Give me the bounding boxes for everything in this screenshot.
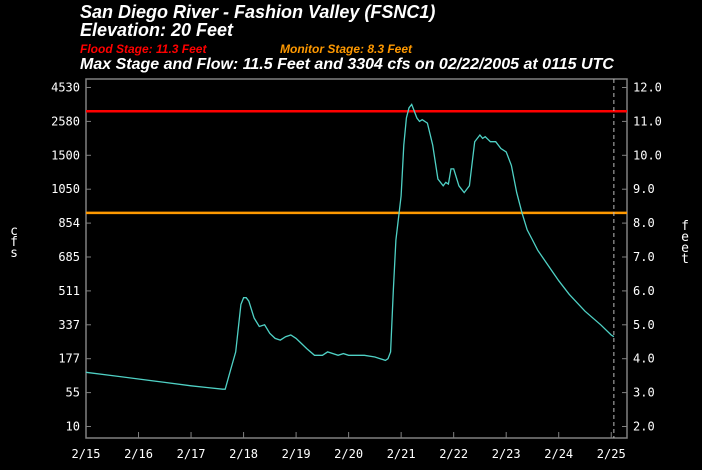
y-left-tick-label: 55 — [66, 386, 80, 400]
y-left-tick-label: 1500 — [51, 148, 80, 162]
y-left-tick-label: 1050 — [51, 182, 80, 196]
x-tick-label: 2/18 — [229, 447, 258, 461]
y-right-tick-label: 5.0 — [633, 318, 655, 332]
x-tick-label: 2/21 — [387, 447, 416, 461]
x-tick-label: 2/20 — [334, 447, 363, 461]
stage-series-line — [85, 103, 615, 390]
y-right-tick-label: 2.0 — [633, 420, 655, 434]
x-tick-label: 2/16 — [124, 447, 153, 461]
y-right-tick-label: 9.0 — [633, 182, 655, 196]
y-right-tick-label: 4.0 — [633, 352, 655, 366]
y-right-tick-label: 12.0 — [633, 81, 662, 95]
y-left-tick-label: 511 — [58, 284, 80, 298]
x-tick-label: 2/19 — [282, 447, 311, 461]
y-left-tick-label: 2580 — [51, 114, 80, 128]
monitor-stage-label: Monitor Stage: 8.3 Feet — [280, 42, 413, 56]
x-tick-label: 2/24 — [544, 447, 573, 461]
x-tick-label: 2/23 — [492, 447, 521, 461]
x-tick-label: 2/15 — [72, 447, 101, 461]
y-left-tick-label: 685 — [58, 250, 80, 264]
x-tick-label: 2/25 — [597, 447, 626, 461]
y-right-tick-label: 11.0 — [633, 114, 662, 128]
plot-frame — [85, 78, 628, 439]
y-right-tick-label: 3.0 — [633, 386, 655, 400]
flood-stage-label: Flood Stage: 11.3 Feet — [80, 42, 207, 56]
y-left-tick-label: 4530 — [51, 81, 80, 95]
y-left-tick-label: 854 — [58, 216, 80, 230]
y-left-tick-label: 10 — [66, 420, 80, 434]
elevation-label: Elevation: 20 Feet — [80, 20, 234, 40]
y-right-tick-label: 8.0 — [633, 216, 655, 230]
y-right-tick-label: 6.0 — [633, 284, 655, 298]
y-left-tick-label: 177 — [58, 352, 80, 366]
x-tick-label: 2/17 — [177, 447, 206, 461]
max-stage-label: Max Stage and Flow: 11.5 Feet and 3304 c… — [80, 56, 614, 73]
chart-title: San Diego River - Fashion Valley (FSNC1) — [80, 2, 436, 22]
y-right-tick-label: 7.0 — [633, 250, 655, 264]
y-left-tick-label: 337 — [58, 318, 80, 332]
y-right-tick-label: 10.0 — [633, 148, 662, 162]
x-tick-label: 2/22 — [439, 447, 468, 461]
